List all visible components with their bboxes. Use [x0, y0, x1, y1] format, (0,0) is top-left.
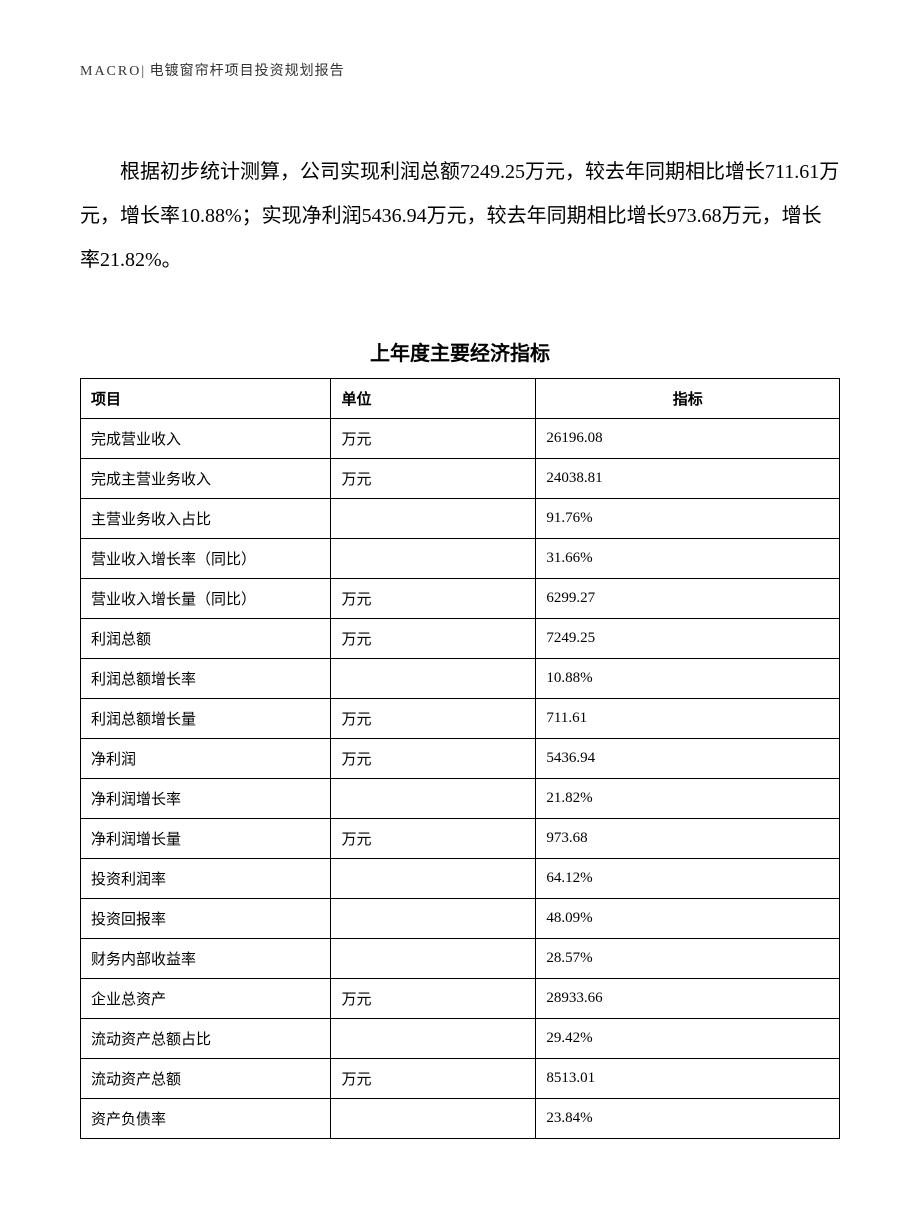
table-row: 财务内部收益率 28.57%: [81, 939, 840, 979]
cell-unit: 万元: [331, 699, 536, 739]
table-header-row: 项目 单位 指标: [81, 379, 840, 419]
table-row: 投资回报率 48.09%: [81, 899, 840, 939]
table-row: 净利润增长率 21.82%: [81, 779, 840, 819]
column-header-value: 指标: [536, 379, 840, 419]
cell-unit: 万元: [331, 419, 536, 459]
cell-item: 投资利润率: [81, 859, 331, 899]
cell-value: 28933.66: [536, 979, 840, 1019]
cell-value: 973.68: [536, 819, 840, 859]
cell-item: 利润总额增长量: [81, 699, 331, 739]
cell-value: 7249.25: [536, 619, 840, 659]
cell-item: 企业总资产: [81, 979, 331, 1019]
cell-item: 流动资产总额占比: [81, 1019, 331, 1059]
cell-item: 净利润增长率: [81, 779, 331, 819]
page-header: MACRO| 电镀窗帘杆项目投资规划报告: [80, 60, 840, 80]
table-row: 完成主营业务收入万元24038.81: [81, 459, 840, 499]
table-row: 流动资产总额万元8513.01: [81, 1059, 840, 1099]
summary-paragraph: 根据初步统计测算，公司实现利润总额7249.25万元，较去年同期相比增长711.…: [80, 150, 840, 282]
header-brand: MACRO: [80, 64, 141, 79]
cell-unit: 万元: [331, 979, 536, 1019]
table-row: 企业总资产万元28933.66: [81, 979, 840, 1019]
cell-item: 资产负债率: [81, 1099, 331, 1139]
cell-value: 91.76%: [536, 499, 840, 539]
cell-value: 64.12%: [536, 859, 840, 899]
header-separator: |: [141, 64, 145, 79]
table-body: 完成营业收入万元26196.08完成主营业务收入万元24038.81主营业务收入…: [81, 419, 840, 1139]
cell-unit: [331, 1019, 536, 1059]
cell-item: 利润总额: [81, 619, 331, 659]
cell-value: 711.61: [536, 699, 840, 739]
cell-item: 营业收入增长量（同比）: [81, 579, 331, 619]
column-header-item: 项目: [81, 379, 331, 419]
cell-value: 29.42%: [536, 1019, 840, 1059]
table-row: 利润总额万元7249.25: [81, 619, 840, 659]
cell-value: 48.09%: [536, 899, 840, 939]
column-header-unit: 单位: [331, 379, 536, 419]
table-row: 净利润万元5436.94: [81, 739, 840, 779]
cell-item: 完成主营业务收入: [81, 459, 331, 499]
cell-unit: 万元: [331, 459, 536, 499]
table-row: 流动资产总额占比 29.42%: [81, 1019, 840, 1059]
cell-unit: [331, 499, 536, 539]
table-row: 资产负债率 23.84%: [81, 1099, 840, 1139]
indicators-table: 项目 单位 指标 完成营业收入万元26196.08完成主营业务收入万元24038…: [80, 378, 840, 1139]
table-title: 上年度主要经济指标: [80, 337, 840, 366]
table-row: 营业收入增长量（同比）万元6299.27: [81, 579, 840, 619]
cell-value: 21.82%: [536, 779, 840, 819]
cell-value: 24038.81: [536, 459, 840, 499]
cell-unit: 万元: [331, 739, 536, 779]
cell-unit: [331, 659, 536, 699]
cell-unit: [331, 899, 536, 939]
cell-value: 8513.01: [536, 1059, 840, 1099]
cell-unit: [331, 859, 536, 899]
cell-unit: 万元: [331, 579, 536, 619]
cell-item: 净利润增长量: [81, 819, 331, 859]
cell-value: 6299.27: [536, 579, 840, 619]
cell-value: 28.57%: [536, 939, 840, 979]
header-title: 电镀窗帘杆项目投资规划报告: [150, 64, 345, 79]
cell-unit: [331, 779, 536, 819]
cell-item: 营业收入增长率（同比）: [81, 539, 331, 579]
table-row: 完成营业收入万元26196.08: [81, 419, 840, 459]
cell-item: 投资回报率: [81, 899, 331, 939]
cell-unit: 万元: [331, 819, 536, 859]
cell-item: 财务内部收益率: [81, 939, 331, 979]
cell-value: 23.84%: [536, 1099, 840, 1139]
cell-item: 利润总额增长率: [81, 659, 331, 699]
cell-unit: [331, 539, 536, 579]
cell-value: 26196.08: [536, 419, 840, 459]
table-row: 投资利润率 64.12%: [81, 859, 840, 899]
cell-item: 净利润: [81, 739, 331, 779]
table-row: 净利润增长量万元973.68: [81, 819, 840, 859]
cell-value: 5436.94: [536, 739, 840, 779]
table-row: 利润总额增长量万元711.61: [81, 699, 840, 739]
table-row: 营业收入增长率（同比） 31.66%: [81, 539, 840, 579]
cell-item: 流动资产总额: [81, 1059, 331, 1099]
cell-unit: 万元: [331, 619, 536, 659]
cell-value: 31.66%: [536, 539, 840, 579]
table-row: 主营业务收入占比 91.76%: [81, 499, 840, 539]
document-page: MACRO| 电镀窗帘杆项目投资规划报告 根据初步统计测算，公司实现利润总额72…: [0, 0, 920, 1219]
cell-unit: [331, 939, 536, 979]
table-row: 利润总额增长率 10.88%: [81, 659, 840, 699]
cell-unit: 万元: [331, 1059, 536, 1099]
cell-unit: [331, 1099, 536, 1139]
cell-item: 主营业务收入占比: [81, 499, 331, 539]
cell-item: 完成营业收入: [81, 419, 331, 459]
cell-value: 10.88%: [536, 659, 840, 699]
